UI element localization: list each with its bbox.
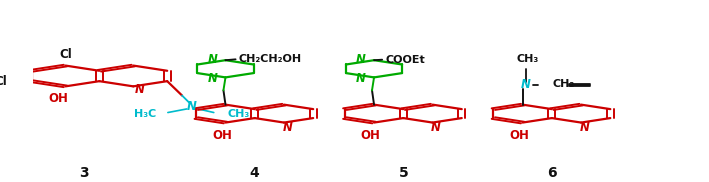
Text: H₃C: H₃C — [134, 109, 157, 119]
Text: N: N — [208, 72, 218, 85]
Text: COOEt: COOEt — [386, 55, 425, 65]
Text: OH: OH — [49, 92, 69, 105]
Text: N: N — [135, 83, 145, 96]
Text: 5: 5 — [398, 166, 408, 180]
Text: 4: 4 — [250, 166, 259, 180]
Text: CH₂CH₂OH: CH₂CH₂OH — [239, 54, 302, 64]
Text: 6: 6 — [547, 166, 557, 180]
Text: OH: OH — [361, 129, 381, 142]
Text: N: N — [431, 120, 441, 134]
Text: CH₂: CH₂ — [553, 79, 575, 89]
Text: N: N — [282, 120, 292, 134]
Text: CH₃: CH₃ — [228, 109, 250, 119]
Text: 3: 3 — [79, 166, 89, 180]
Text: N: N — [579, 120, 589, 134]
Text: N: N — [208, 53, 218, 66]
Text: N: N — [187, 100, 197, 113]
Text: OH: OH — [212, 129, 232, 142]
Text: Cl: Cl — [0, 75, 8, 88]
Text: N: N — [521, 78, 531, 91]
Text: CH₃: CH₃ — [517, 54, 539, 64]
Text: N: N — [356, 53, 366, 66]
Text: OH: OH — [509, 129, 529, 142]
Text: N: N — [356, 72, 366, 85]
Text: Cl: Cl — [59, 48, 72, 61]
